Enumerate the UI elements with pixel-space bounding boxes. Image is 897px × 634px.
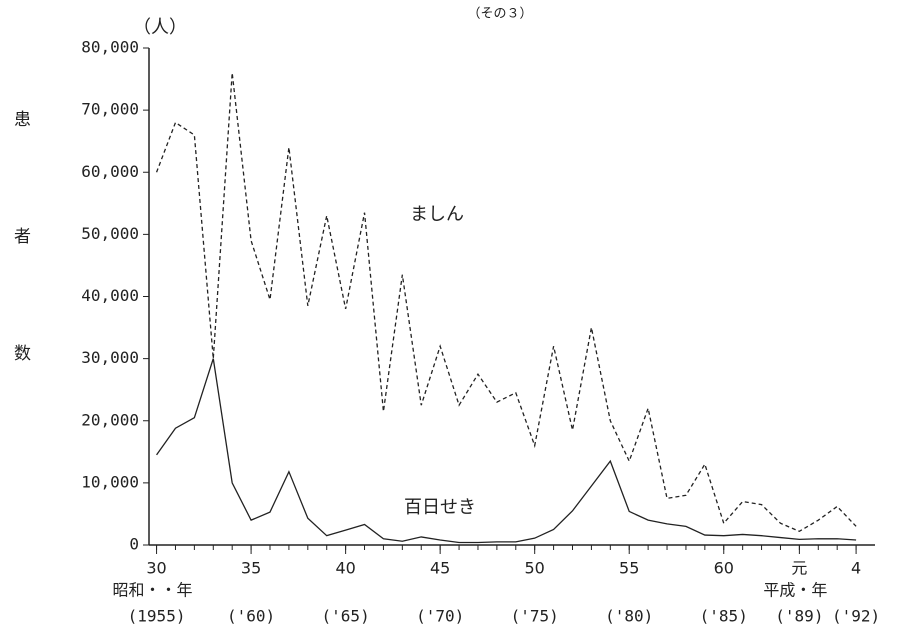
x-year-label: ('92) xyxy=(832,607,880,626)
y-tick-label: 20,000 xyxy=(81,410,139,429)
x-tick-label: 55 xyxy=(619,559,639,578)
x-tick-label: 60 xyxy=(714,559,734,578)
x-tick-label: 元 xyxy=(791,559,807,578)
x-year-label: ('65) xyxy=(322,607,370,626)
x-year-label: ('85) xyxy=(700,607,748,626)
x-year-label: (1955) xyxy=(128,607,186,626)
series-label: 百日せき xyxy=(404,497,476,518)
y-tick-label: 40,000 xyxy=(81,286,139,305)
line-series xyxy=(156,358,857,544)
x-year-label: ('80) xyxy=(605,607,653,626)
x-tick-label: 40 xyxy=(335,559,355,578)
x-tick-label: 35 xyxy=(241,559,261,578)
y-tick-label: 70,000 xyxy=(81,100,139,119)
unit-label: （人） xyxy=(133,17,187,38)
x-tick-label: 50 xyxy=(525,559,545,578)
x-tick-label: 4 xyxy=(851,559,861,578)
y-tick-label: 50,000 xyxy=(81,224,139,243)
series-label: ましん xyxy=(410,204,464,225)
line-series xyxy=(155,72,857,533)
x-year-label: ('89) xyxy=(775,607,823,626)
y-tick-label: 30,000 xyxy=(81,348,139,367)
era-label: 平成・年 xyxy=(763,581,827,600)
x-tick-label: 30 xyxy=(146,559,166,578)
y-axis-label: 患者数 xyxy=(10,110,31,461)
y-tick-label: 60,000 xyxy=(81,162,139,181)
chart-title: （その３） xyxy=(467,7,532,22)
y-tick-label: 10,000 xyxy=(81,472,139,491)
x-year-label: ('60) xyxy=(227,607,275,626)
x-tick-label: 45 xyxy=(430,559,450,578)
x-year-label: ('70) xyxy=(416,607,464,626)
y-tick-label: 0 xyxy=(129,535,139,554)
x-year-label: ('75) xyxy=(511,607,559,626)
era-label: 昭和・・年 xyxy=(113,581,193,600)
y-tick-label: 80,000 xyxy=(81,38,139,57)
